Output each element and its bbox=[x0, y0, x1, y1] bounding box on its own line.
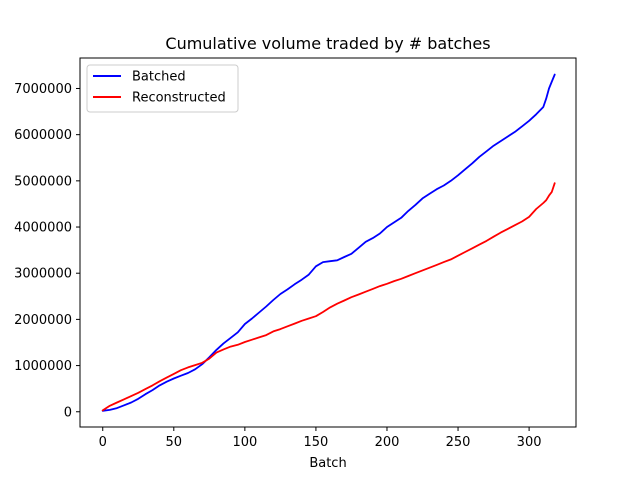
y-axis: 0 1000000 2000000 3000000 4000000 5000000 6000… bbox=[14, 82, 80, 420]
series-line-batched bbox=[101, 73, 556, 412]
y-tick-label: 2000000 bbox=[14, 313, 72, 328]
y-tick-label: 6000000 bbox=[14, 128, 72, 143]
x-axis: 0 50 100 150 200 250 300 bbox=[99, 427, 542, 450]
legend-label-reconstructed: Reconstructed bbox=[132, 91, 226, 106]
x-tick-label: 150 bbox=[304, 435, 329, 450]
y-tick-label: 1000000 bbox=[14, 359, 72, 374]
x-tick-label: 200 bbox=[375, 435, 400, 450]
y-tick-label: 5000000 bbox=[14, 174, 72, 189]
x-tick-label: 100 bbox=[232, 435, 257, 450]
y-tick-label: 4000000 bbox=[14, 221, 72, 236]
y-tick-label: 3000000 bbox=[14, 267, 72, 282]
legend-label-batched: Batched bbox=[132, 70, 186, 85]
legend-box bbox=[86, 64, 239, 113]
x-axis-label: Batch bbox=[309, 456, 346, 471]
x-tick-label: 0 bbox=[99, 435, 107, 450]
x-tick-label: 250 bbox=[446, 435, 471, 450]
series-line-reconstructed bbox=[101, 182, 556, 412]
y-tick-label: 0 bbox=[64, 405, 72, 420]
x-tick-label: 50 bbox=[166, 435, 183, 450]
y-tick-label: 7000000 bbox=[14, 82, 72, 97]
chart-title: Cumulative volume traded by # batches bbox=[165, 34, 490, 53]
legend: Batched Reconstructed bbox=[86, 64, 239, 113]
plot-area-frame bbox=[79, 57, 577, 428]
series-lines bbox=[101, 73, 556, 412]
x-tick-label: 300 bbox=[517, 435, 542, 450]
